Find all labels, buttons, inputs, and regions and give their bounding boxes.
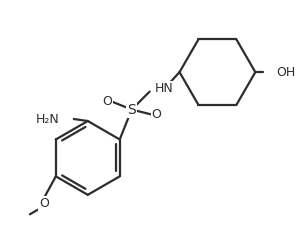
Text: HN: HN xyxy=(154,82,173,95)
Text: O: O xyxy=(39,197,49,210)
Text: O: O xyxy=(102,95,112,108)
Text: S: S xyxy=(127,103,136,117)
Text: OH: OH xyxy=(276,66,296,79)
Text: O: O xyxy=(152,108,162,121)
Text: H₂N: H₂N xyxy=(36,113,60,125)
